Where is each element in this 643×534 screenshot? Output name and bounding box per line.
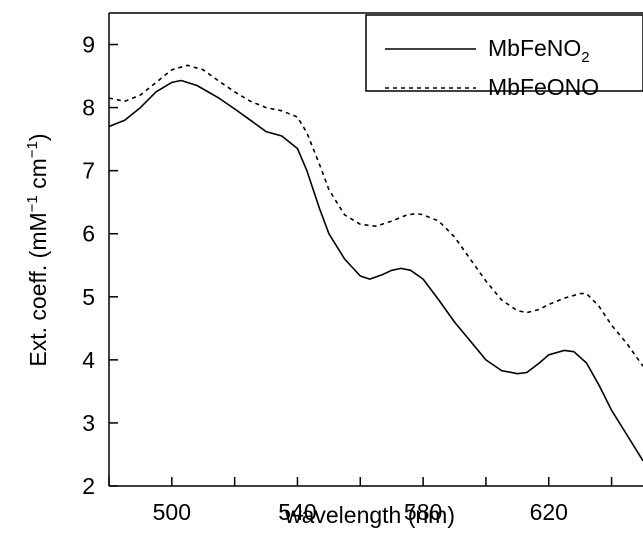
y-axis-label: Ext. coeff. (mM−1 cm−1) (24, 133, 51, 366)
x-tick-label: 580 (404, 499, 442, 525)
legend-label-mbfeno2: MbFeNO2 (488, 35, 590, 66)
legend-box (365, 14, 643, 92)
y-tick-label: 9 (82, 32, 95, 58)
ticks-layer: 2 3 4 5 6 7 8 9 500 540 580 620 (82, 32, 613, 525)
x-tick-label: 500 (153, 499, 191, 525)
y-tick-label: 6 (82, 221, 95, 247)
y-tick-label: 7 (82, 158, 95, 184)
y-tick-label: 4 (82, 347, 95, 373)
series-layer (109, 64, 643, 462)
series-line-mbfeno2 (109, 79, 643, 462)
x-tick-label: 620 (530, 499, 568, 525)
y-tick-label: 5 (82, 284, 95, 310)
series-line-mbfeono (109, 64, 643, 367)
y-tick-label: 2 (82, 473, 95, 499)
y-tick-label: 3 (82, 410, 95, 436)
x-tick-label: 540 (278, 499, 316, 525)
y-tick-label: 8 (82, 95, 95, 121)
x-axis-label: wavelength (nm) (284, 502, 455, 528)
legend-label-mbfeono: MbFeONO (488, 74, 599, 100)
legend: MbFeNO2 MbFeONO (365, 14, 643, 100)
